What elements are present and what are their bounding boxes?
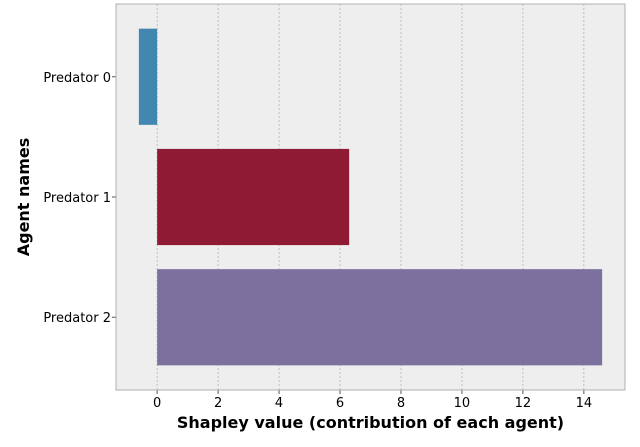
x-axis-title: Shapley value (contribution of each agen…	[177, 413, 564, 432]
x-tick-label: 6	[336, 396, 344, 411]
x-tick-label: 8	[397, 396, 405, 411]
x-tick-label: 0	[153, 396, 161, 411]
y-tick-label: Predator 2	[43, 311, 111, 326]
x-tick-label: 2	[214, 396, 222, 411]
x-tick-label: 10	[454, 396, 471, 411]
x-tick-label: 4	[275, 396, 283, 411]
bar-predator-1	[157, 148, 350, 246]
x-tick-label: 12	[515, 396, 532, 411]
bar-predator-0	[138, 28, 158, 125]
bar-predator-2	[157, 269, 603, 366]
x-axis-ticks: 0 2 4 6 8 10 12 14	[153, 390, 592, 411]
y-axis-title: Agent names	[14, 138, 33, 257]
y-tick-label: Predator 0	[43, 71, 111, 86]
x-tick-label: 14	[576, 396, 593, 411]
y-axis-ticks: Predator 0 Predator 1 Predator 2	[43, 71, 116, 326]
plot-frame	[115, 3, 626, 391]
bars	[138, 28, 603, 366]
y-tick-label: Predator 1	[43, 191, 111, 206]
